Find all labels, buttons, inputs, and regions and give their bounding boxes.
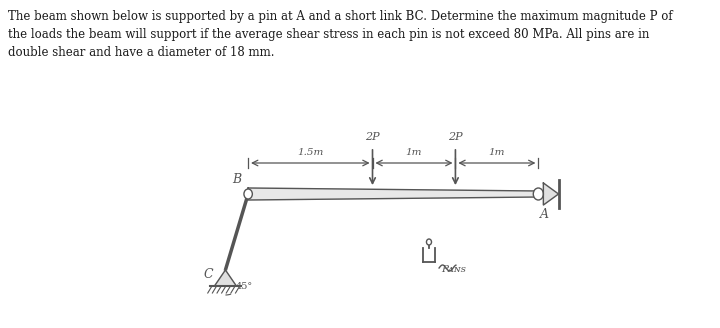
Circle shape bbox=[426, 239, 431, 245]
Text: 2P: 2P bbox=[448, 132, 463, 142]
Circle shape bbox=[244, 189, 252, 199]
Text: 2P: 2P bbox=[365, 132, 380, 142]
Text: C: C bbox=[204, 268, 213, 280]
Text: 1m: 1m bbox=[405, 148, 422, 157]
Text: 45°: 45° bbox=[235, 282, 253, 291]
Text: B: B bbox=[232, 173, 241, 186]
Polygon shape bbox=[248, 188, 539, 200]
Circle shape bbox=[534, 188, 544, 200]
Text: Pᴀɴs: Pᴀɴs bbox=[441, 265, 466, 275]
Polygon shape bbox=[215, 270, 236, 286]
Text: A: A bbox=[540, 208, 549, 221]
Text: 1.5m: 1.5m bbox=[297, 148, 323, 157]
Text: 1m: 1m bbox=[489, 148, 505, 157]
Text: The beam shown below is supported by a pin at A and a short link BC. Determine t: The beam shown below is supported by a p… bbox=[9, 10, 673, 59]
Polygon shape bbox=[544, 183, 559, 205]
